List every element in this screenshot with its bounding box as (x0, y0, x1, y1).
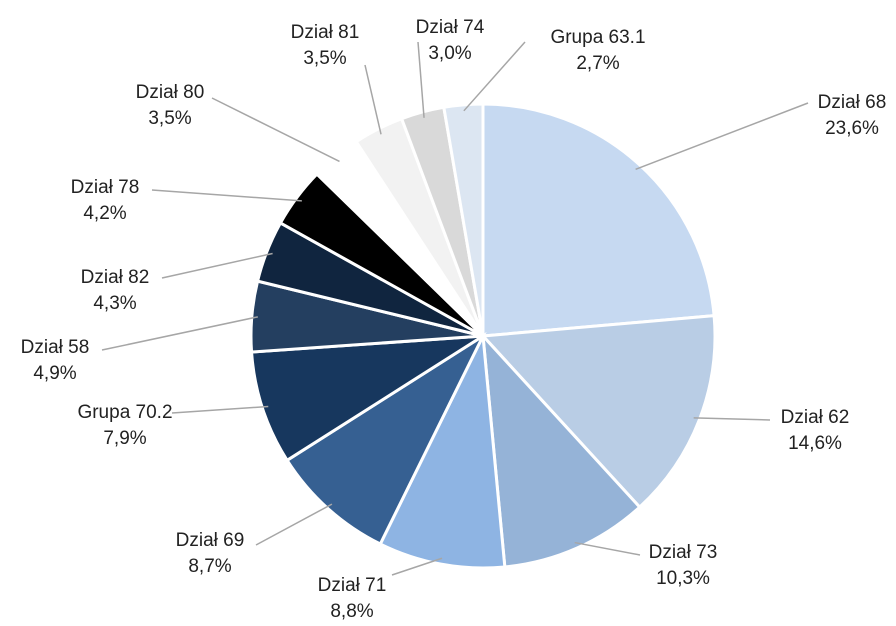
pie-slice (481, 102, 716, 338)
slice-label: Dział 81 (291, 22, 360, 43)
slice-value-label: 4,3% (93, 293, 136, 314)
leader-line (635, 102, 809, 171)
leader-line (463, 41, 526, 112)
pie-slice (442, 102, 485, 337)
slice-value-label: 8,7% (188, 556, 231, 577)
pie-slice (481, 331, 642, 569)
leader-line (151, 189, 302, 202)
leader-line (417, 41, 425, 118)
leader-line (391, 557, 443, 576)
slice-value-label: 2,7% (576, 53, 619, 74)
slice-value-label: 10,3% (656, 568, 710, 589)
pie-slice (378, 330, 507, 570)
pie-slice (285, 331, 487, 547)
pie-slice (249, 334, 484, 463)
slice-label: Dział 58 (21, 337, 90, 358)
slice-label: Dział 69 (176, 530, 245, 551)
slice-label: Dział 71 (318, 575, 387, 596)
slice-label: Dział 68 (818, 92, 887, 113)
slice-label: Dział 80 (136, 82, 205, 103)
slice-value-label: 7,9% (103, 428, 146, 449)
slice-value-label: 4,2% (83, 203, 126, 224)
slice-label: Dział 78 (71, 177, 140, 198)
leader-line (364, 64, 382, 135)
slice-label: Dział 62 (781, 407, 850, 428)
slice-label: Grupa 63.1 (550, 27, 645, 48)
slice-value-label: 3,5% (148, 108, 191, 129)
leader-line (693, 417, 771, 421)
slice-value-label: 14,6% (788, 433, 842, 454)
leader-line (211, 97, 340, 163)
slice-value-label: 3,5% (303, 48, 346, 69)
leader-line (171, 405, 269, 414)
leader-line (101, 316, 258, 351)
slice-value-label: 4,9% (33, 363, 76, 384)
slice-value-label: 8,8% (330, 601, 373, 622)
leader-line (161, 252, 273, 279)
leader-line (255, 503, 333, 546)
slice-value-label: 23,6% (825, 118, 879, 139)
slice-label: Dział 82 (81, 267, 150, 288)
slice-label: Dział 73 (649, 542, 718, 563)
leader-line (574, 541, 641, 556)
pie-slice (479, 313, 717, 510)
slice-label: Dział 74 (416, 17, 485, 38)
slice-value-label: 3,0% (428, 43, 471, 64)
slice-label: Grupa 70.2 (77, 402, 172, 423)
